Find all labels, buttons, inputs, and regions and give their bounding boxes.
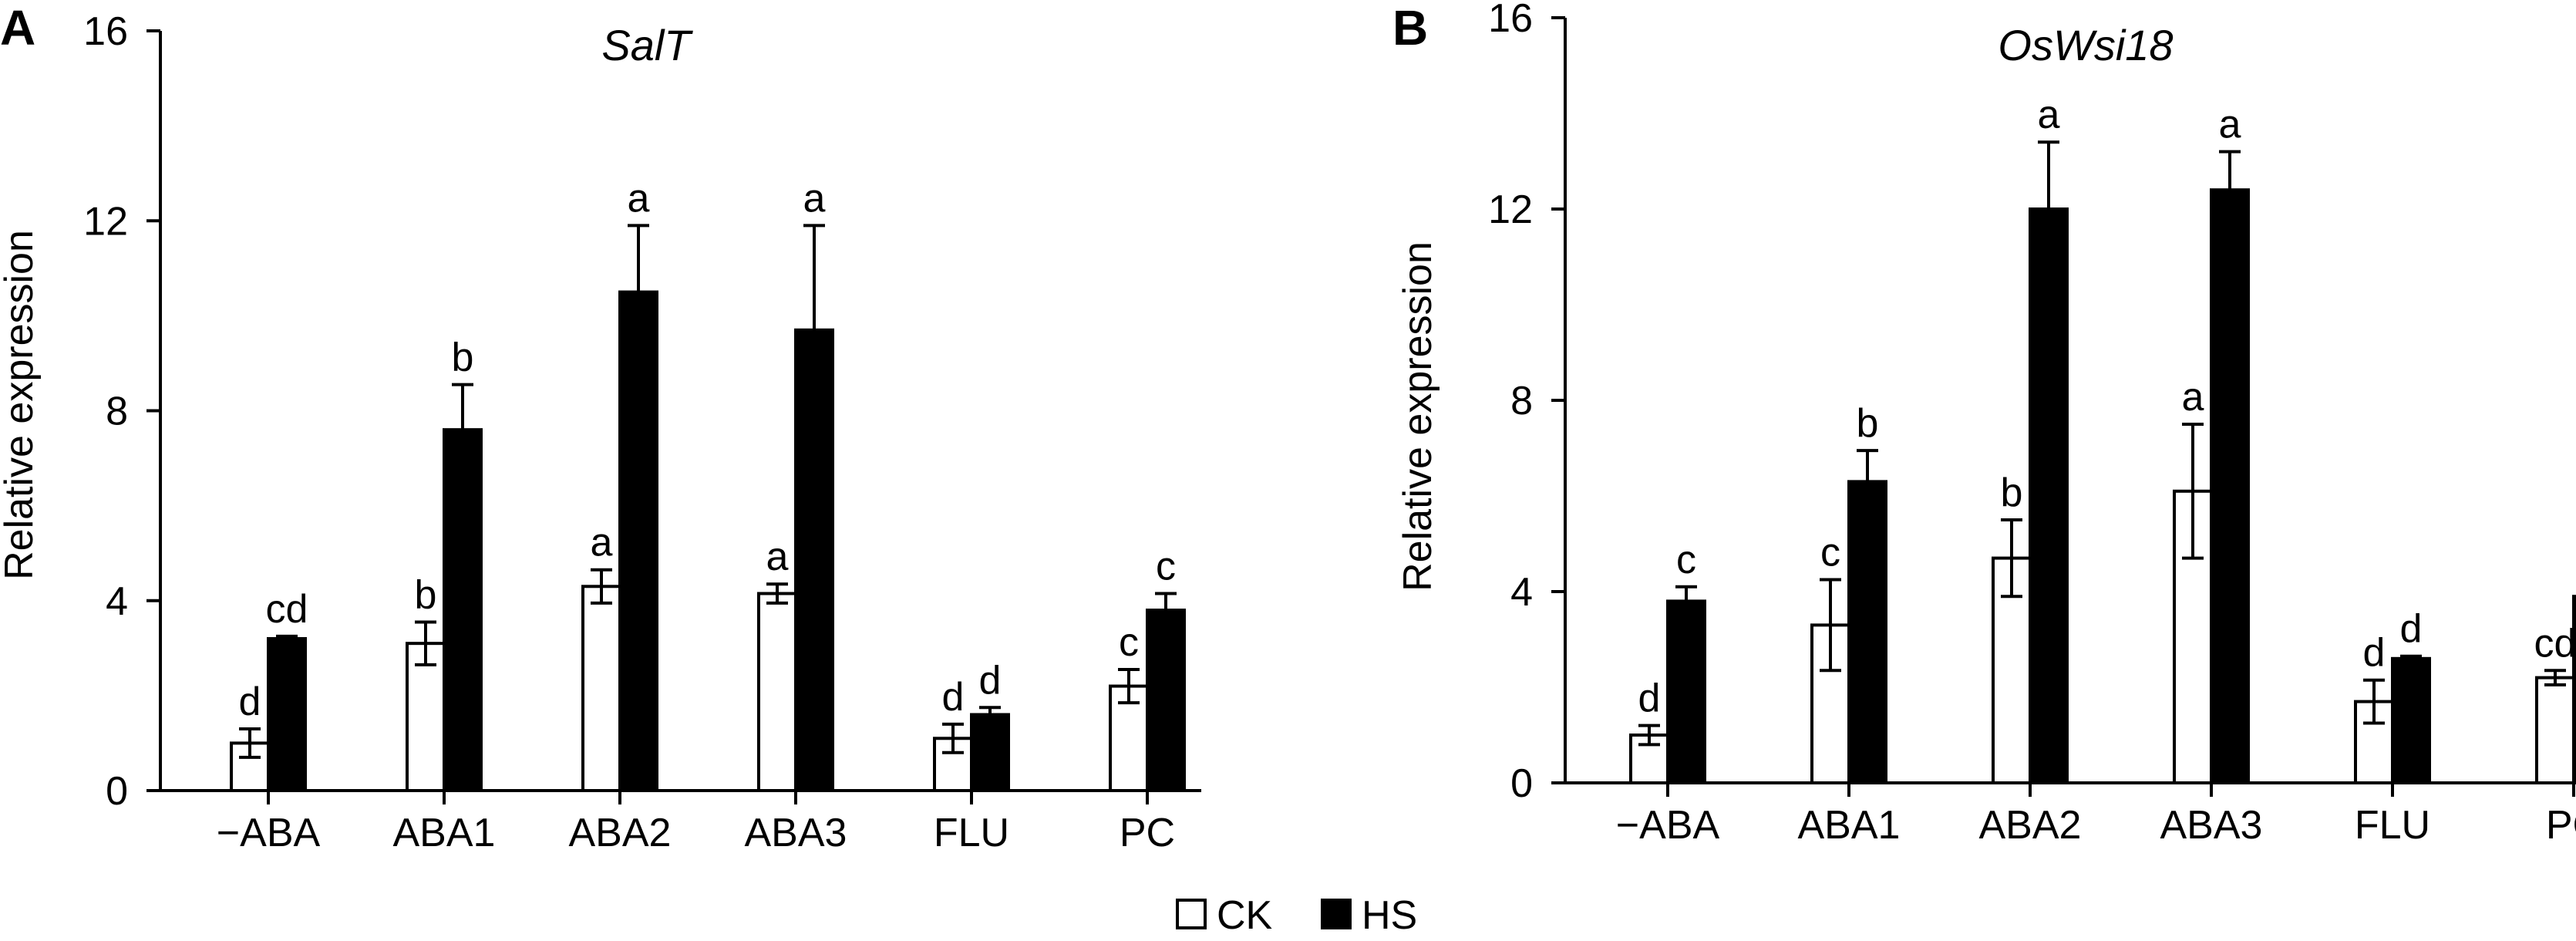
significance-label-hs: c (1156, 545, 1176, 589)
significance-label-ck: a (766, 535, 789, 579)
error-bar-hs (979, 706, 1001, 722)
y-tick-label: 0 (106, 769, 128, 814)
error-bar-ck (2544, 669, 2566, 686)
error-bar-ck (2182, 423, 2204, 560)
x-tick-label: ABA1 (393, 811, 496, 855)
significance-label-ck: a (591, 521, 613, 565)
legend-label-hs: HS (1362, 893, 1417, 938)
y-tick-label: 8 (1510, 379, 1533, 423)
x-tick-label: PC (1120, 811, 1175, 855)
error-bar-hs (1857, 449, 1878, 513)
error-bar-ck (239, 727, 261, 759)
significance-label-hs: d (2400, 607, 2423, 652)
bar-hs (1666, 599, 1706, 785)
y-tick-label: 4 (1510, 570, 1533, 615)
bar-hs (970, 713, 1010, 792)
legend: CK HS (1176, 893, 1417, 938)
x-tick-label: −ABA (1616, 803, 1720, 848)
bar-hs (267, 637, 307, 792)
significance-label-ck: b (2001, 470, 2023, 515)
bar-hs (1146, 609, 1186, 792)
significance-label-hs: a (2038, 93, 2060, 137)
x-tick-label: ABA3 (745, 811, 847, 855)
x-tick-label: FLU (2355, 803, 2430, 848)
y-tick-label: 16 (1488, 0, 1533, 41)
y-axis-label-b: Relative expression (1396, 241, 1440, 592)
y-axis-label-a: Relative expression (0, 230, 42, 580)
error-bar-ck (942, 722, 964, 754)
legend-swatch-hs (1321, 899, 1352, 929)
panel-label-b: B (1392, 0, 1428, 56)
significance-label-hs: b (452, 336, 474, 380)
bar-hs (2572, 595, 2576, 785)
error-bar-hs (803, 224, 825, 435)
error-bar-hs (2038, 140, 2059, 276)
y-tick-label: 8 (106, 390, 128, 434)
chart-title-b: OsWsi18 (1998, 21, 2173, 69)
significance-label-ck: c (1119, 620, 1139, 665)
bar-hs (618, 290, 658, 792)
y-tick-label: 4 (106, 579, 128, 624)
x-tick-label: ABA2 (569, 811, 672, 855)
error-bar-hs (2400, 654, 2422, 661)
significance-label-hs: cd (266, 587, 308, 632)
error-bar-ck (591, 568, 612, 605)
significance-label-hs: a (2219, 103, 2241, 147)
significance-label-hs: b (1857, 401, 1879, 446)
significance-label-hs: c (1676, 538, 1696, 582)
error-bar-ck (1820, 578, 1841, 673)
bar-ck (757, 592, 797, 792)
bar-hs (2391, 656, 2431, 784)
chart-title-a: SalT (601, 21, 693, 69)
significance-label-ck: c (1820, 531, 1840, 575)
significance-label-ck: d (942, 675, 965, 720)
bar-hs (443, 428, 483, 792)
y-tick-label: 12 (83, 199, 128, 244)
bar-hs (2210, 188, 2250, 784)
significance-label-ck: b (415, 572, 437, 617)
bar-ck (581, 585, 621, 792)
error-bar-ck (415, 620, 436, 666)
error-bar-hs (452, 383, 473, 475)
error-bar-hs (1155, 592, 1177, 627)
significance-label-ck: a (2182, 375, 2204, 420)
bar-hs (1847, 480, 1887, 785)
significance-label-hs: a (628, 176, 650, 221)
significance-label-ck: cd (2534, 621, 2576, 666)
y-tick-label: 0 (1510, 761, 1533, 806)
error-bar-hs (276, 634, 298, 642)
y-tick-label: 12 (1488, 187, 1533, 232)
legend-swatch-ck (1176, 899, 1207, 929)
significance-label-hs: d (979, 658, 1002, 703)
legend-label-ck: CK (1217, 893, 1273, 938)
x-tick-label: ABA2 (1979, 803, 2082, 848)
x-tick-label: PC (2546, 803, 2576, 848)
panel-label-a: A (0, 0, 35, 56)
error-bar-ck (2001, 518, 2022, 599)
y-tick-label: 16 (83, 9, 128, 54)
x-tick-label: FLU (934, 811, 1009, 855)
x-tick-label: −ABA (217, 811, 321, 855)
error-bar-ck (1118, 668, 1140, 705)
bar-hs (2029, 207, 2069, 784)
x-tick-label: ABA3 (2160, 803, 2263, 848)
significance-label-hs: a (803, 176, 826, 221)
significance-label-ck: d (1638, 676, 1661, 721)
error-bar-ck (2363, 678, 2385, 725)
significance-label-ck: d (239, 680, 261, 724)
error-bar-hs (2219, 150, 2241, 228)
chart-panel-a: A SalT Relative expression 0 4 8 12 16 −ABA d c… (0, 0, 1201, 855)
error-bar-ck (1638, 723, 1660, 747)
error-bar-hs (628, 224, 649, 359)
chart-panel-b: B OsWsi18 Relative expression 0 4 8 12 16 −AB… (1392, 0, 2576, 848)
error-bar-hs (1675, 585, 1697, 616)
x-tick-label: ABA1 (1798, 803, 1901, 848)
error-bar-ck (766, 582, 788, 605)
significance-label-ck: d (2363, 631, 2386, 676)
bar-ck (2535, 676, 2575, 784)
